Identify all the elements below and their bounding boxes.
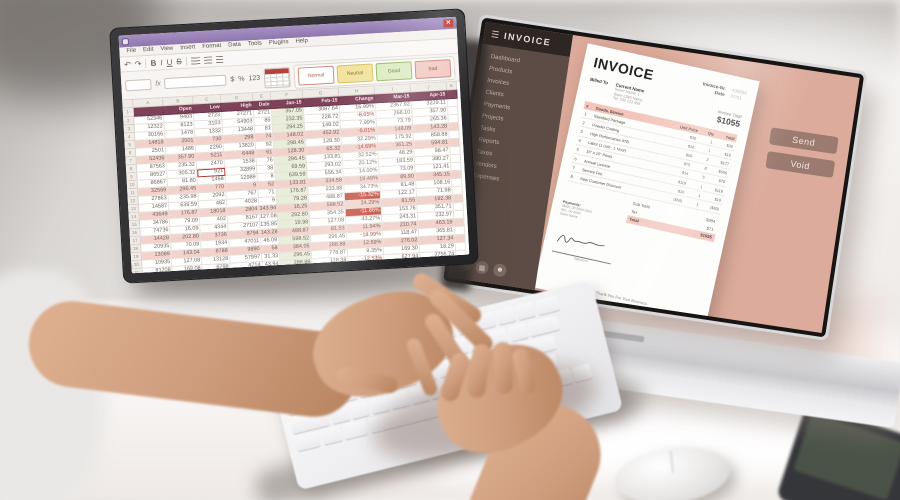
spreadsheet-cell[interactable]: 627.94	[384, 253, 421, 264]
app-title: INVOICE	[503, 30, 552, 48]
italic-button[interactable]: I	[160, 57, 163, 67]
keyboard-key	[495, 306, 517, 327]
cell-style-neutral[interactable]: Neutral	[336, 62, 374, 83]
menu-item-insert[interactable]: Insert	[180, 44, 196, 52]
menu-item-edit[interactable]: Edit	[142, 46, 154, 54]
percent-format-button[interactable]: %	[238, 75, 245, 84]
app-icon	[121, 37, 130, 45]
strikethrough-button[interactable]: S	[176, 56, 182, 66]
table-preview-icon[interactable]	[263, 66, 291, 89]
undo-icon[interactable]: ↶	[123, 59, 132, 69]
total-label: Total	[628, 216, 640, 224]
spreadsheet-cell[interactable]: 288.88	[280, 259, 313, 269]
row-header[interactable]: 21	[131, 268, 144, 274]
cell-style-bad[interactable]: Bad	[414, 58, 452, 79]
menu-item-data[interactable]: Data	[228, 41, 242, 49]
menu-item-help[interactable]: Help	[295, 38, 309, 45]
spreadsheet-cell[interactable]: 4014	[202, 271, 232, 274]
send-button[interactable]: Send	[768, 127, 839, 155]
user-icon[interactable]: ☻	[492, 262, 508, 278]
billed-to-label: Billed To	[589, 76, 609, 86]
spreadsheet-cell[interactable]: 626.88	[280, 267, 314, 274]
spreadsheet-cell[interactable]: 811	[230, 269, 264, 274]
invoice-document: INVOICE Invoice-Nr. Date 430504 07/01	[533, 43, 760, 326]
underline-button[interactable]: U	[166, 57, 173, 67]
keyboard-key	[514, 301, 537, 322]
signature	[556, 235, 605, 247]
payment-details: Payments: IBAN: 00 0000 0000 BIC: 00 0000…	[560, 200, 593, 223]
invoice-app-window: ☰ INVOICE Dashboard Products Invoices Clien…	[447, 21, 860, 333]
keyboard-key	[534, 295, 561, 317]
spreadsheet-cell[interactable]: 4714	[230, 261, 263, 272]
void-button[interactable]: Void	[765, 151, 836, 178]
keyboard-key	[348, 399, 371, 420]
calculator-icon[interactable]: ▦	[474, 260, 490, 275]
keyboard-key	[507, 322, 529, 343]
close-button[interactable]: ✕	[443, 18, 454, 28]
keyboard-key	[294, 431, 322, 453]
menu-item-tools[interactable]: Tools	[247, 40, 263, 48]
spreadsheet-cell[interactable]	[456, 250, 467, 260]
cell-name-box[interactable]	[125, 78, 152, 92]
spreadsheet-window: ✕ File Edit View Insert Format Data Tools Plugi…	[118, 16, 470, 274]
laptop-bezel: ☰ INVOICE Dashboard Products Invoices Clien…	[443, 17, 865, 338]
spreadsheet-cell[interactable]: 118.38	[312, 257, 349, 268]
cell-style-good[interactable]: Good	[375, 60, 413, 81]
bold-button[interactable]: B	[150, 58, 157, 68]
fx-icon: fx	[155, 80, 161, 88]
spreadsheet-cell[interactable]: 81708	[142, 266, 174, 274]
keyboard-key	[319, 425, 344, 447]
align-right-button[interactable]	[215, 55, 223, 63]
cell-style-normal[interactable]: Normal	[297, 65, 335, 86]
number-format-dropdown[interactable]: 123	[248, 74, 261, 83]
keyboard-key	[341, 419, 369, 441]
mouse-seam	[669, 451, 674, 474]
spreadsheet-cell[interactable]: 6798	[202, 263, 231, 274]
laptop: ☰ INVOICE Dashboard Products Invoices Clien…	[439, 14, 868, 341]
tax-value: $71	[706, 225, 715, 232]
spreadsheet-cell[interactable]: 43.94	[262, 260, 281, 270]
currency-format-button[interactable]: $	[230, 76, 235, 84]
spreadsheet-cell[interactable]: 15	[262, 268, 282, 274]
menu-item-view[interactable]: View	[160, 45, 174, 53]
hamburger-menu-icon[interactable]: ☰	[490, 28, 500, 40]
invoice-main-area: Send Void INVOICE Invoice-Nr. Date	[533, 35, 860, 333]
table-preview-grid	[264, 72, 290, 87]
toolbar-divider	[185, 56, 187, 66]
spreadsheet-cell[interactable]: -12.53%	[348, 255, 385, 266]
formula-input[interactable]	[164, 74, 227, 90]
redo-icon[interactable]: ↷	[134, 58, 142, 69]
align-center-button[interactable]	[203, 55, 212, 64]
monitor: ✕ File Edit View Insert Format Data Tools Plugi…	[109, 8, 479, 284]
spreadsheet-grid: A B C D E F G H I J K 1 Open Low High Date Jan-15 Feb-15 C…	[122, 81, 469, 274]
total-value: $1055	[699, 232, 713, 240]
menu-item-file[interactable]: File	[126, 47, 137, 55]
signature-block: Signature	[551, 229, 615, 268]
tax-label: Tax	[630, 208, 639, 215]
spreadsheet-cell[interactable]: 2756.74	[420, 251, 457, 262]
sheet-area: A B C D E F G H I J K 1 Open Low High Date Jan-15 Feb-15 C…	[122, 81, 470, 274]
toolbar-divider	[145, 58, 147, 68]
right-ring-finger	[493, 341, 513, 395]
align-left-button[interactable]	[190, 56, 200, 65]
spreadsheet-cell[interactable]: 169.08	[172, 265, 203, 274]
menu-item-format[interactable]: Format	[202, 42, 222, 50]
menu-item-plugins[interactable]: Plugins	[268, 39, 289, 47]
